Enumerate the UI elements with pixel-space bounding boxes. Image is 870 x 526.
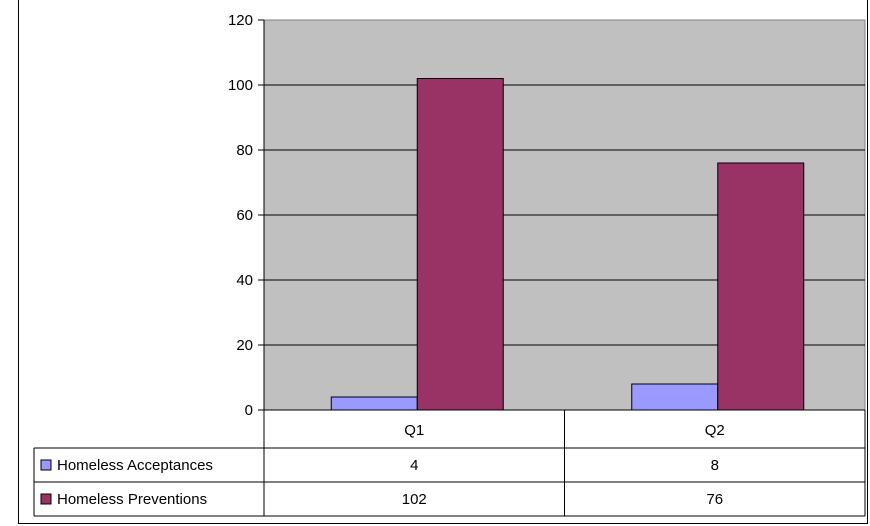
bar-acceptances-q2 [631, 383, 719, 411]
series-name: Homeless Preventions [57, 491, 207, 508]
chart-frame [18, 0, 868, 524]
y-tick-label: 20 [236, 337, 253, 354]
y-tick-label: 120 [228, 12, 253, 29]
data-label: 4 [410, 457, 418, 474]
data-label: 8 [711, 457, 719, 474]
bars [330, 78, 805, 411]
data-label: 102 [402, 491, 427, 508]
y-tick-label: 60 [236, 207, 253, 224]
y-tick-label: 0 [245, 402, 253, 419]
bar-acceptances-q1 [330, 396, 418, 411]
data-table: Q1 Q2 Homeless Acceptances 4 8 Homeless Preve… [33, 410, 866, 517]
bar-preventions-q2 [717, 162, 805, 411]
y-tick-label: 40 [236, 272, 253, 289]
y-tick-label: 80 [236, 142, 253, 159]
legend-swatch [40, 459, 52, 471]
category-label: Q1 [404, 422, 424, 439]
y-tick-label: 100 [228, 77, 253, 94]
series-name: Homeless Acceptances [57, 457, 213, 474]
bar-preventions-q1 [416, 78, 504, 411]
category-label: Q2 [705, 422, 725, 439]
legend-swatch [40, 493, 52, 505]
data-label: 76 [706, 491, 723, 508]
